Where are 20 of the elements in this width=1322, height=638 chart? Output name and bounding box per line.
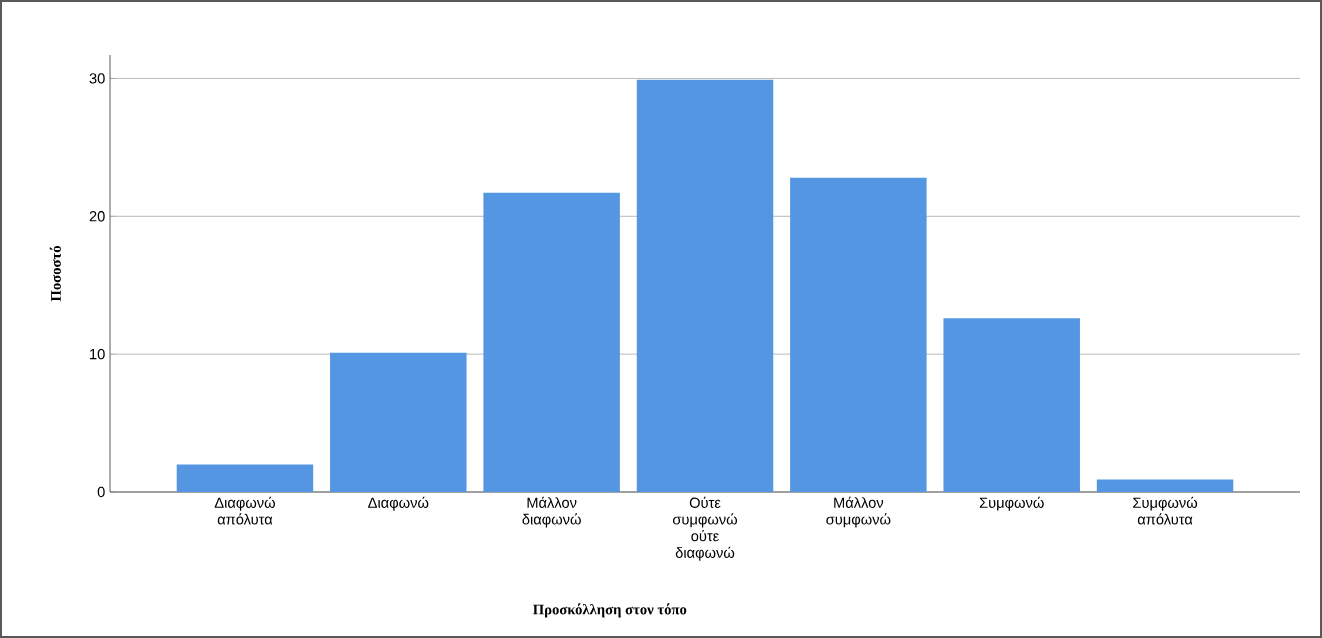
x-tick-label: Διαφωνώ — [368, 496, 429, 511]
y-tick-label: 0 — [97, 486, 105, 498]
bar — [176, 464, 314, 492]
x-tick-label: Διαφωνώ απόλυτα — [214, 496, 275, 525]
bar — [943, 318, 1080, 492]
y-tick-label: 10 — [90, 348, 105, 360]
bar — [483, 192, 620, 492]
bar — [790, 177, 927, 492]
bar — [636, 79, 774, 492]
bar — [330, 352, 467, 492]
x-tick-label: Μάλλον διαφωνώ — [522, 496, 581, 528]
x-tick-label: Μάλλον συμφωνώ — [826, 496, 891, 528]
x-tick-label: Ούτε συμφωνώ ούτε διαφωνώ — [672, 496, 738, 561]
x-tick-label: Συμφωνώ — [979, 496, 1044, 511]
y-tick-label: 30 — [89, 73, 105, 84]
x-tick-label: Συμφωνώ απόλυτα — [1133, 496, 1198, 525]
bar — [1096, 479, 1234, 492]
y-tick-label: 20 — [89, 211, 105, 222]
y-axis-title: Ποσοστό — [49, 245, 61, 302]
x-axis-title: Προσκόλληση στον τόπο — [533, 603, 687, 618]
